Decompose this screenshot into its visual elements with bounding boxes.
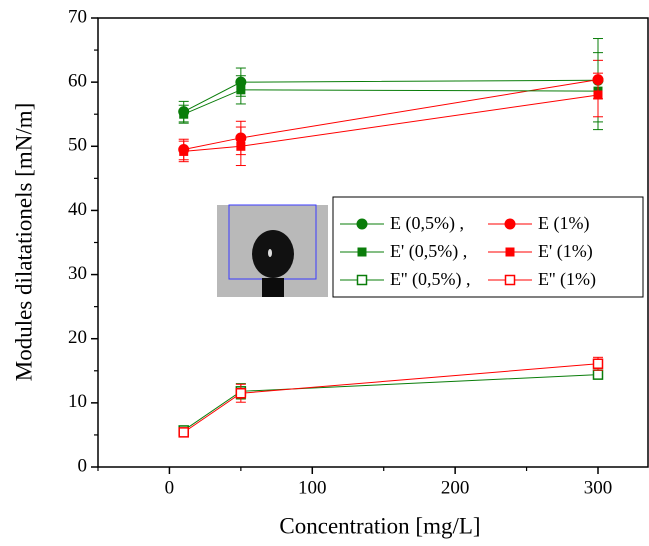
y-tick-label: 10 [68,391,87,412]
y-tick-label: 20 [68,327,87,348]
point [236,141,246,151]
y-axis-title: Modules dilatationels [mN/m] [11,103,36,382]
y-tick-label: 50 [68,135,87,156]
point [593,90,603,100]
point [592,369,604,380]
legend-marker [356,274,368,286]
point [592,358,604,369]
legend-marker [505,247,515,257]
x-tick-label: 0 [165,477,175,498]
point [179,146,189,156]
legend-label: E (0,5%) , [390,213,464,234]
point [235,387,247,399]
y-tick-label: 0 [78,455,88,476]
y-tick-label: 40 [68,199,87,220]
series-line [183,94,599,152]
x-tick-label: 200 [441,477,470,498]
point [178,427,189,438]
y-tick-label: 30 [68,263,87,284]
legend-marker [357,247,367,257]
legend-marker [504,218,516,230]
series-line [183,89,599,115]
x-tick-label: 100 [298,477,327,498]
legend-label: E' (0,5%) , [390,241,467,262]
legend-label: E' (1%) [538,241,593,262]
legend-label: E'' (0,5%) , [390,269,470,290]
legend-box [332,196,644,298]
legend-marker [356,218,368,230]
legend-label: E'' (1%) [538,269,596,290]
legend-marker [504,274,516,286]
inset-image [217,204,328,297]
y-tick-label: 60 [68,71,87,92]
point [236,85,246,95]
x-axis-title: Concentration [mg/L] [279,513,480,538]
x-tick-label: 300 [584,477,613,498]
legend-label: E (1%) [538,213,589,234]
point [179,109,189,119]
y-tick-label: 70 [68,6,87,27]
